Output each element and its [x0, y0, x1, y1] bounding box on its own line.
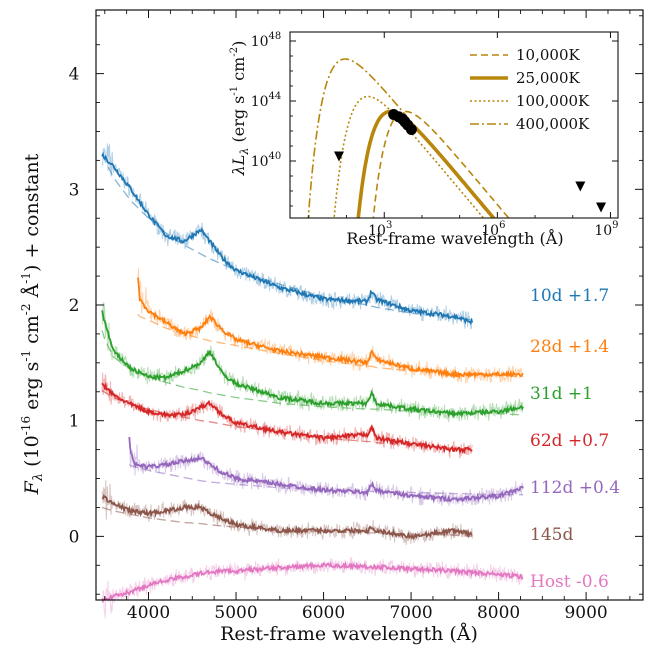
- fit-line-10d-1-7: [101, 154, 473, 321]
- inset-y-tick-label: 1040: [251, 151, 282, 170]
- inset-x-tick-label: 103: [368, 220, 392, 239]
- inset-frame: [289, 31, 619, 219]
- legend-label-25-000k: 25,000K: [516, 69, 580, 87]
- smoothed-spectrum-62d-0-7: [101, 382, 473, 455]
- fit-line-112d-0-4: [128, 464, 524, 496]
- smoothed-spectrum-112d-0-4: [128, 436, 524, 503]
- inset-plot: 10,000K 25,000K 100,000K 400,000K 103 106 109 1…: [229, 31, 619, 248]
- inset-y-axis-title: λLλ (erg s-1 cm-2): [229, 41, 251, 177]
- x-tick-label-9000: 9000: [564, 603, 607, 623]
- smoothed-spectrum-31d-1: [101, 310, 524, 419]
- smoothed-spectrum-host-0-6: [101, 561, 524, 603]
- inset-content: 10,000K 25,000K 100,000K 400,000K 103 106 109 1…: [251, 31, 619, 239]
- inset-background: [290, 32, 618, 218]
- y-tick-label-1: 1: [69, 412, 80, 432]
- series-label-host-0-6: Host -0.6: [530, 572, 609, 592]
- inset-y-tick-label: 1048: [251, 31, 282, 50]
- x-axis-title: Rest-frame wavelength (Å): [220, 623, 478, 645]
- inset-x-tick-label: 109: [594, 220, 618, 239]
- x-tick-label-8000: 8000: [477, 603, 520, 623]
- inset-x-axis-title: Rest-frame wavelength (Å): [346, 228, 563, 248]
- series-label-145d: 145d: [530, 525, 573, 545]
- main-plot: 10d +1.7 28d +1.4 31d +1 62d +0.7 112d +0.4 1…: [69, 9, 644, 623]
- smoothed-spectrum-145d: [101, 494, 473, 540]
- y-tick-label-3: 3: [69, 180, 80, 200]
- smoothed-spectrum-10d-1-7: [101, 151, 474, 326]
- x-tick-label-6000: 6000: [302, 603, 345, 623]
- raw-spectrum-28d-1-4: [137, 268, 524, 384]
- upper-limit-0: [334, 151, 345, 162]
- x-tick-label-7000: 7000: [389, 603, 432, 623]
- series-label-10d-1-7: 10d +1.7: [530, 286, 609, 306]
- upper-limit-2: [596, 202, 607, 213]
- photometry-point-5: [405, 124, 417, 135]
- series-label-28d-1-4: 28d +1.4: [530, 337, 609, 357]
- y-tick-label-2: 2: [69, 296, 80, 316]
- y-tick-label-0: 0: [69, 527, 80, 547]
- series-label-62d-0-7: 62d +0.7: [530, 431, 609, 451]
- legend-label-400-000k: 400,000K: [516, 115, 590, 133]
- upper-limit-1: [575, 181, 586, 192]
- series-label-112d-0-4: 112d +0.4: [530, 478, 620, 498]
- x-tick-label-4000: 4000: [127, 603, 170, 623]
- legend-label-100-000k: 100,000K: [516, 92, 590, 110]
- x-tick-label-5000: 5000: [214, 603, 257, 623]
- y-tick-label-4: 4: [69, 65, 80, 85]
- fit-line-31d-1: [101, 330, 524, 416]
- legend-label-10-000k: 10,000K: [516, 46, 580, 64]
- y-axis-title: Fλ (10-16 erg s-1 cm-2 Å-1) + constant: [19, 153, 46, 495]
- fit-line-62d-0-7: [101, 390, 473, 451]
- smoothed-spectrum-28d-1-4: [137, 277, 524, 380]
- series-label-31d-1: 31d +1: [530, 384, 593, 404]
- inset-x-tick-label: 106: [481, 220, 505, 239]
- inset-y-tick-label: 1044: [251, 91, 282, 110]
- bb-curve-100-000k: [333, 95, 485, 218]
